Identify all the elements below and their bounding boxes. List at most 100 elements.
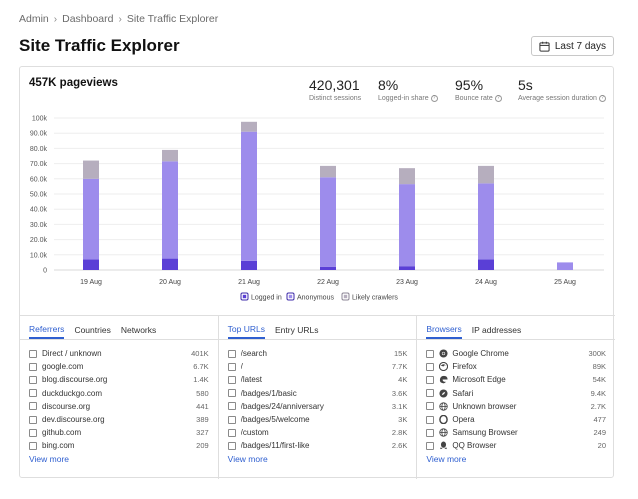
table-row[interactable]: QQ Browser 20 bbox=[426, 439, 606, 452]
info-icon[interactable]: ? bbox=[494, 95, 502, 102]
row-checkbox[interactable] bbox=[227, 402, 236, 411]
legend-label: Likely crawlers bbox=[352, 294, 398, 301]
tab-networks[interactable]: Networks bbox=[120, 325, 157, 335]
edge-icon bbox=[439, 375, 448, 384]
table-row[interactable]: /search 15K bbox=[227, 347, 407, 360]
table-row[interactable]: Unknown browser 2.7K bbox=[426, 400, 606, 413]
row-count: 54K bbox=[592, 375, 607, 385]
row-checkbox[interactable] bbox=[29, 389, 37, 398]
table-row[interactable]: /latest 4K bbox=[227, 373, 407, 386]
view-more-link[interactable]: View more bbox=[227, 454, 268, 464]
table-row[interactable]: dev.discourse.org 389 bbox=[29, 413, 209, 426]
tab-referrers[interactable]: Referrers bbox=[29, 324, 65, 339]
table-row[interactable]: google.com 6.7K bbox=[29, 360, 209, 373]
table-row[interactable]: / 7.7K bbox=[227, 360, 408, 373]
row-checkbox[interactable] bbox=[426, 402, 435, 411]
row-checkbox[interactable] bbox=[227, 362, 236, 371]
table-row[interactable]: /badges/1/basic 3.6K bbox=[227, 387, 407, 400]
legend-item[interactable]: Likely crawlers bbox=[341, 292, 398, 301]
row-checkbox[interactable] bbox=[227, 375, 236, 384]
row-checkbox[interactable] bbox=[227, 349, 236, 358]
view-more-link[interactable]: View more bbox=[426, 454, 467, 464]
row-count: 300K bbox=[588, 349, 607, 359]
table-row[interactable]: Opera 477 bbox=[426, 413, 606, 426]
stat-1: 8% Logged-in share? bbox=[378, 77, 438, 102]
table-row[interactable]: Google Chrome 300K bbox=[426, 347, 606, 360]
view-more-link[interactable]: View more bbox=[29, 454, 69, 464]
tab-countries[interactable]: Countries bbox=[74, 325, 111, 335]
stat-label: Logged-in share? bbox=[378, 95, 438, 102]
chrome-icon bbox=[439, 349, 448, 358]
table-row[interactable]: Safari 9.4K bbox=[426, 387, 606, 400]
y-tick-label: 80.0k bbox=[30, 146, 48, 153]
tab-ip-addresses[interactable]: IP addresses bbox=[471, 325, 522, 335]
globe-icon bbox=[439, 402, 449, 411]
x-tick-label: 22 Aug bbox=[317, 279, 339, 286]
row-count: 7.7K bbox=[391, 362, 408, 372]
row-checkbox[interactable] bbox=[227, 441, 236, 450]
info-icon[interactable]: ? bbox=[430, 95, 438, 102]
legend-item[interactable]: Anonymous bbox=[286, 292, 334, 301]
row-checkbox[interactable] bbox=[29, 441, 37, 450]
row-checkbox[interactable] bbox=[29, 415, 37, 424]
breadcrumb-admin[interactable]: Admin bbox=[19, 13, 49, 25]
table-row[interactable]: Direct / unknown 401K bbox=[29, 347, 209, 360]
stat-value: 5s bbox=[518, 77, 533, 93]
tab-top-urls[interactable]: Top URLs bbox=[227, 324, 265, 339]
table-rows: /search 15K / 7.7K/latest 4K/badges/1/basic 3… bbox=[227, 347, 408, 453]
row-checkbox[interactable] bbox=[426, 389, 435, 398]
tab-entry-urls[interactable]: Entry URLs bbox=[275, 325, 319, 335]
row-label: Microsoft Edge bbox=[452, 375, 506, 385]
table-row[interactable]: Samsung Browser 249 bbox=[426, 426, 606, 439]
row-checkbox[interactable] bbox=[29, 349, 37, 358]
row-checkbox[interactable] bbox=[29, 362, 37, 371]
row-checkbox[interactable] bbox=[227, 389, 236, 398]
row-count: 327 bbox=[196, 428, 209, 438]
row-checkbox[interactable] bbox=[426, 349, 435, 358]
row-checkbox[interactable] bbox=[426, 375, 435, 384]
row-checkbox[interactable] bbox=[29, 428, 37, 437]
stat-value: 95% bbox=[455, 77, 484, 93]
bar-anonymous bbox=[83, 178, 99, 260]
row-checkbox[interactable] bbox=[426, 362, 435, 371]
row-label: google.com bbox=[42, 362, 84, 372]
row-count: 1.4K bbox=[193, 375, 209, 385]
info-icon[interactable]: ? bbox=[598, 95, 606, 102]
row-checkbox[interactable] bbox=[227, 428, 236, 437]
bar-likely-crawlers bbox=[478, 165, 494, 184]
table-row[interactable]: duckduckgo.com 580 bbox=[29, 387, 209, 400]
table-row[interactable]: Firefox 89K bbox=[426, 360, 606, 373]
qq-icon bbox=[439, 441, 448, 450]
table-rows: Direct / unknown 401K google.com 6.7K blog.d… bbox=[29, 347, 209, 453]
table-row[interactable]: /custom 2.8K bbox=[227, 426, 407, 439]
table-row[interactable]: /badges/5/welcome 3K bbox=[227, 413, 407, 426]
row-checkbox[interactable] bbox=[29, 375, 37, 384]
row-checkbox[interactable] bbox=[426, 415, 435, 424]
y-tick-label: 70.0k bbox=[30, 161, 48, 168]
legend-item[interactable]: Logged in bbox=[240, 292, 282, 301]
y-tick-label: 30.0k bbox=[30, 222, 48, 229]
table-row[interactable]: bing.com 209 bbox=[29, 439, 209, 452]
bar-anonymous bbox=[557, 262, 573, 270]
table-row[interactable]: blog.discourse.org 1.4K bbox=[29, 373, 209, 386]
row-checkbox[interactable] bbox=[426, 441, 435, 450]
row-count: 3.1K bbox=[391, 401, 408, 411]
row-count: 9.4K bbox=[590, 388, 607, 398]
table-panel-1: Top URLs Entry URLs/search 15K / 7.7K/latest… bbox=[218, 316, 418, 479]
row-label: Unknown browser bbox=[452, 401, 517, 411]
date-range-button[interactable]: Last 7 days bbox=[530, 36, 614, 56]
table-row[interactable]: /badges/24/anniversary 3.1K bbox=[227, 400, 408, 413]
row-checkbox[interactable] bbox=[227, 415, 236, 424]
row-label: /badges/5/welcome bbox=[240, 415, 310, 425]
x-tick-label: 23 Aug bbox=[396, 279, 418, 286]
table-row[interactable]: discourse.org 441 bbox=[29, 400, 209, 413]
table-row[interactable]: Microsoft Edge 54K bbox=[426, 373, 606, 386]
row-checkbox[interactable] bbox=[29, 402, 37, 411]
tab-browsers[interactable]: Browsers bbox=[426, 324, 462, 339]
row-checkbox[interactable] bbox=[426, 428, 435, 437]
row-count: 209 bbox=[196, 441, 209, 451]
table-row[interactable]: /badges/11/first-like 2.6K bbox=[227, 439, 407, 452]
breadcrumb-dashboard[interactable]: Dashboard bbox=[62, 13, 114, 25]
table-tabs: Referrers Countries Networks bbox=[20, 316, 218, 340]
table-row[interactable]: github.com 327 bbox=[29, 426, 209, 439]
